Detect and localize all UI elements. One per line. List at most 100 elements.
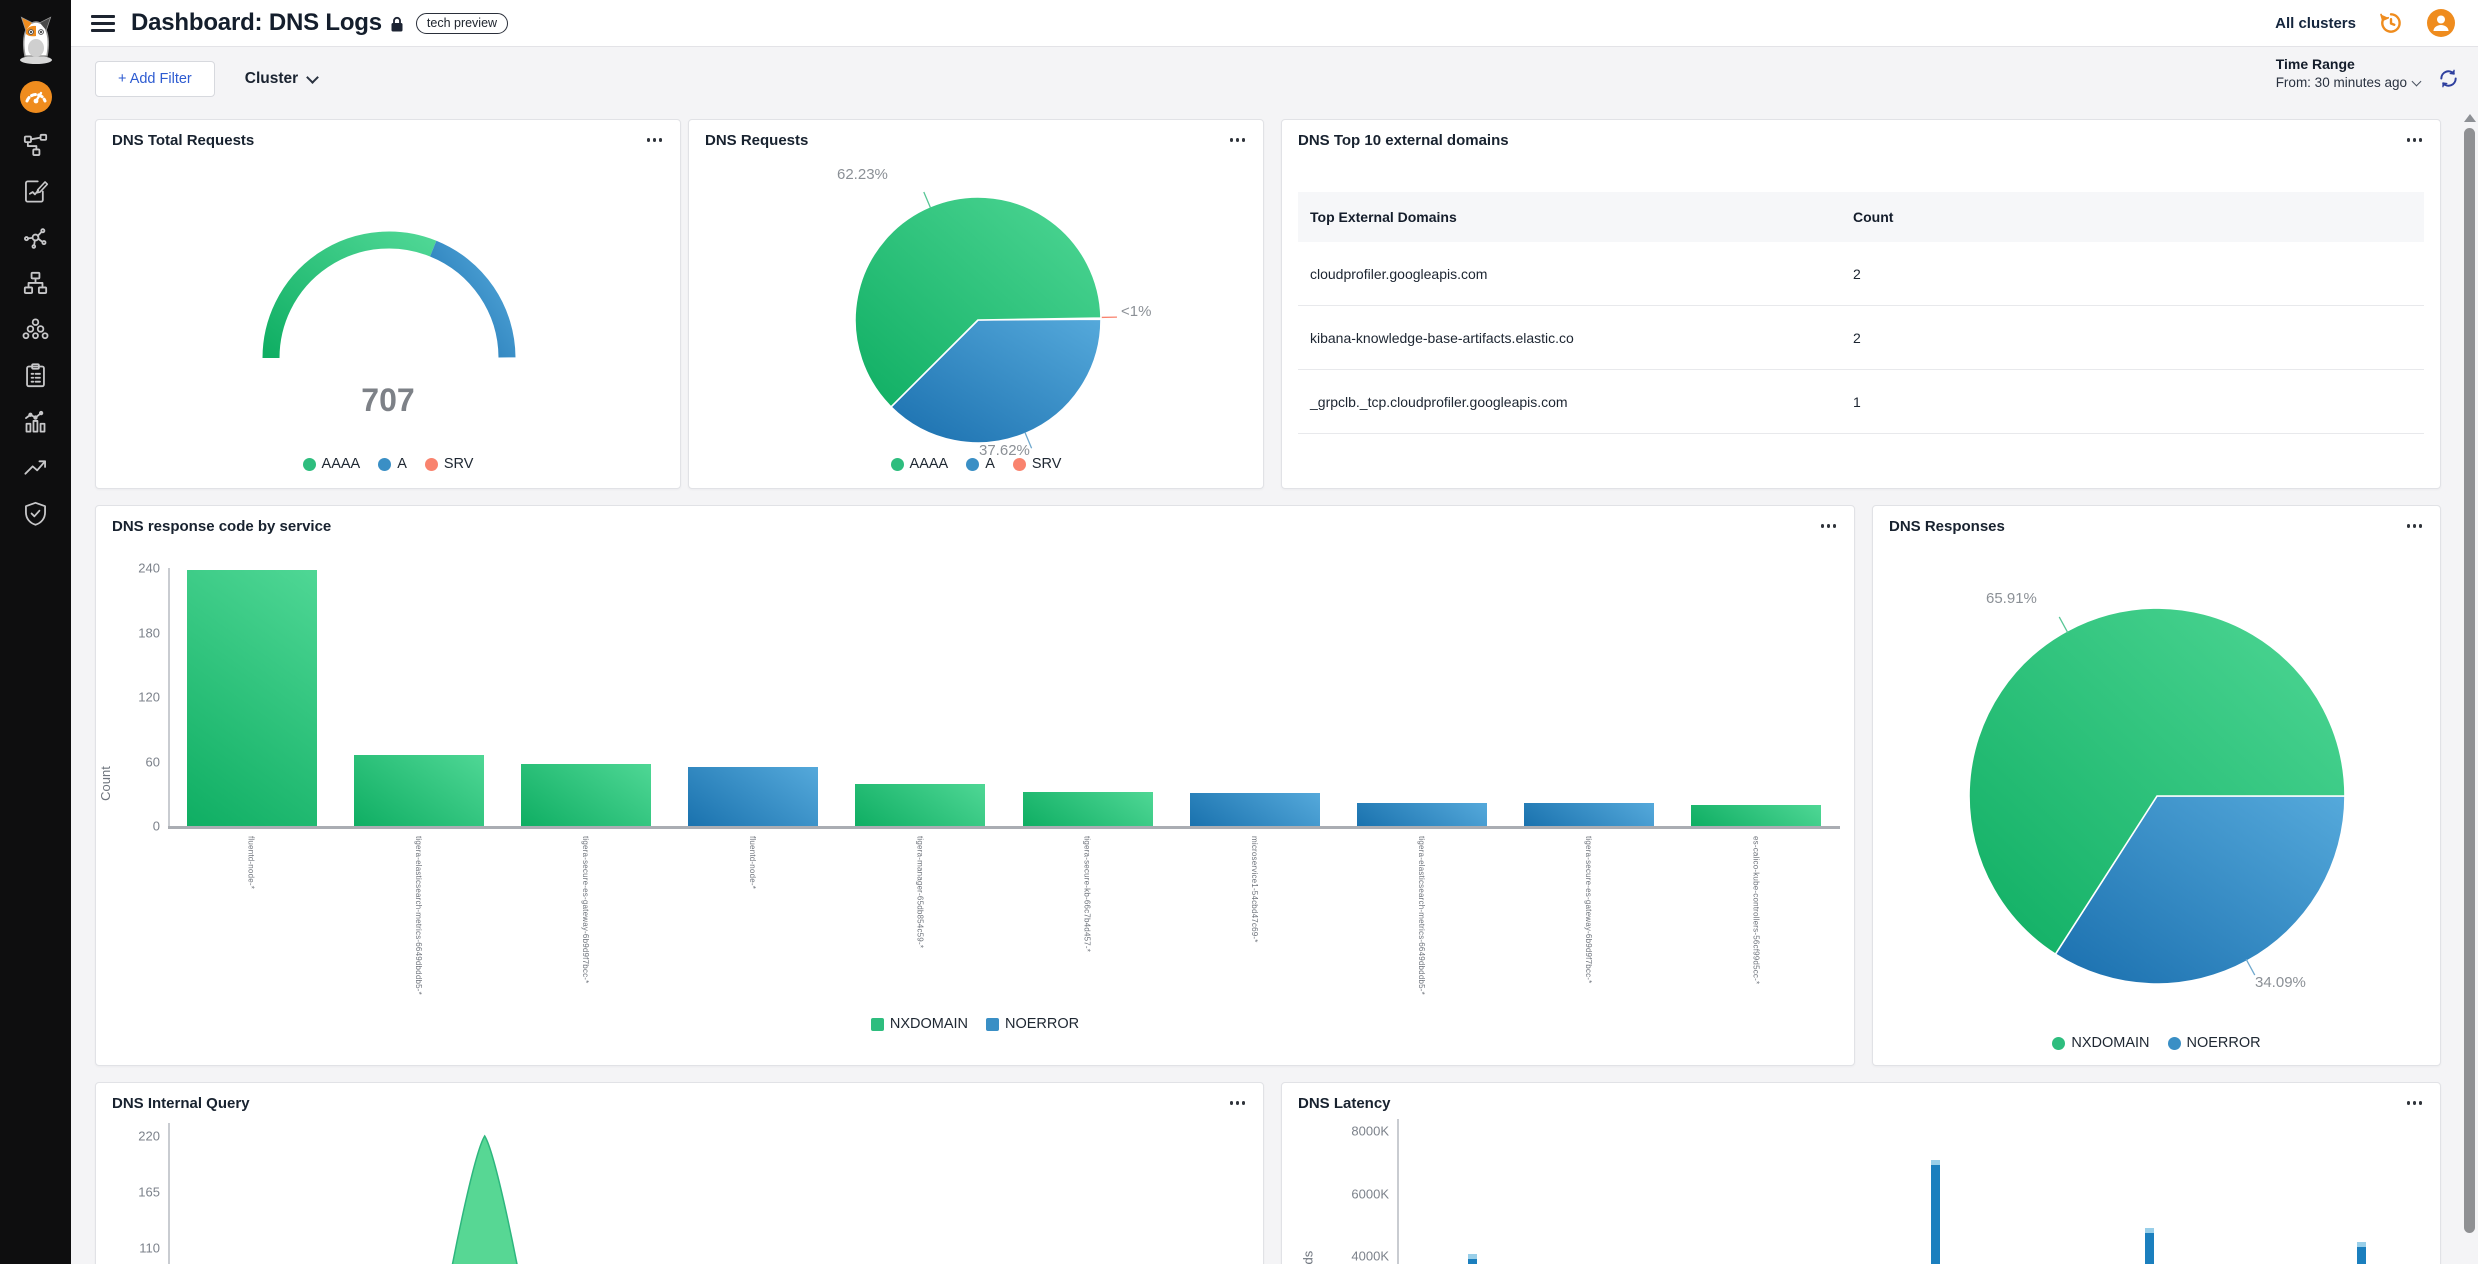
panel-menu-icon[interactable] xyxy=(1226,134,1250,146)
legend-item-srv[interactable]: SRV xyxy=(1012,456,1061,472)
sidebar-item-cluster-group[interactable] xyxy=(21,314,51,344)
y-axis-tick: 110 xyxy=(139,1240,160,1256)
y-axis-line xyxy=(168,568,170,826)
sidebar-item-trends[interactable] xyxy=(21,452,51,482)
panel-menu-icon[interactable] xyxy=(1817,520,1841,532)
bar-noerror[interactable] xyxy=(1357,803,1487,826)
legend-item-aaaa[interactable]: AAAA xyxy=(890,456,948,472)
chart-legend: AAAA A SRV xyxy=(689,456,1263,472)
legend-swatch xyxy=(986,1017,1000,1031)
time-range-label: Time Range xyxy=(2275,56,2355,72)
latency-bar[interactable] xyxy=(2144,1232,2154,1264)
bar-noerror[interactable] xyxy=(688,766,819,826)
column-header-count[interactable]: Count xyxy=(1853,209,1894,225)
sidebar-item-network-topology[interactable] xyxy=(21,130,51,160)
page-scrollbar[interactable] xyxy=(2461,110,2478,1264)
column-header-domains[interactable]: Top External Domains xyxy=(1310,209,1457,225)
latency-bar-chart: 02000K4000K6000K8000K xyxy=(1282,1083,2440,1264)
bar-nxdomain[interactable] xyxy=(1022,791,1153,826)
y-axis-tick: 0 xyxy=(152,818,160,834)
panel-title: DNS Top 10 external domains xyxy=(1298,132,1509,149)
latency-bar[interactable] xyxy=(1930,1165,1940,1264)
cell-domain: _grpclb._tcp.cloudprofiler.googleapis.co… xyxy=(1310,393,1568,410)
sidebar-item-dashboards[interactable] xyxy=(19,80,53,114)
all-clusters-selector[interactable]: All clusters xyxy=(2275,14,2356,32)
sidebar-item-security-shield[interactable] xyxy=(21,498,51,528)
legend-item-a[interactable]: A xyxy=(966,456,995,472)
table-row[interactable]: kibana-knowledge-base-artifacts.elastic.… xyxy=(1298,306,2424,370)
bar-nxdomain[interactable] xyxy=(1691,804,1822,826)
panel-title: DNS response code by service xyxy=(112,518,332,535)
time-range-value[interactable]: From: 30 minutes ago xyxy=(2276,75,2422,90)
panel-dns-total-requests: DNS Total Requests 707 AAAA A SRV xyxy=(95,119,681,489)
hamburger-menu-icon[interactable] xyxy=(91,14,115,32)
calico-logo-icon[interactable] xyxy=(12,10,60,66)
pie-chart[interactable] xyxy=(1873,506,2442,1036)
legend-swatch xyxy=(966,457,980,471)
panel-menu-icon[interactable] xyxy=(2403,1097,2427,1109)
x-axis-category-label: tigera-elasticsearch-metrics-6649dbddb5-… xyxy=(413,836,423,995)
y-axis-tick: 180 xyxy=(138,625,160,640)
legend-item-aaaa[interactable]: AAAA xyxy=(302,456,361,472)
sidebar-item-compliance-reports[interactable] xyxy=(21,360,51,390)
legend-swatch xyxy=(378,457,392,471)
y-axis-tick: 120 xyxy=(138,689,160,705)
pie-slice-label: 37.62% xyxy=(979,442,1030,459)
bar-nxdomain[interactable] xyxy=(855,784,986,826)
bar-nxdomain[interactable] xyxy=(521,763,651,826)
top-bar: Dashboard: DNS Logs tech preview All clu… xyxy=(71,0,2478,47)
area-spike[interactable] xyxy=(436,1134,533,1264)
refresh-button[interactable] xyxy=(2437,67,2460,95)
sidebar-item-service-graph[interactable] xyxy=(21,222,51,252)
pie-slice-label: 34.09% xyxy=(2255,974,2306,991)
legend-label: AAAA xyxy=(321,456,361,472)
legend-label: NXDOMAIN xyxy=(2071,1035,2150,1051)
table-header-row: Top External Domains Count xyxy=(1298,192,2424,242)
pie-slice-label: 65.91% xyxy=(1986,590,2037,607)
bar-noerror[interactable] xyxy=(1524,803,1655,826)
area-series[interactable] xyxy=(96,1083,1265,1264)
table-row[interactable]: cloudprofiler.googleapis.com 2 xyxy=(1298,242,2424,306)
sidebar-item-metrics[interactable] xyxy=(21,406,51,436)
legend-item-noerror[interactable]: NOERROR xyxy=(986,1016,1079,1032)
y-axis-line xyxy=(168,1123,170,1264)
legend-item-srv[interactable]: SRV xyxy=(424,456,473,472)
pie-chart[interactable] xyxy=(689,120,1265,460)
panel-menu-icon[interactable] xyxy=(2403,134,2427,146)
panel-menu-icon[interactable] xyxy=(2403,520,2427,532)
legend-item-a[interactable]: A xyxy=(378,456,407,472)
legend-swatch xyxy=(2052,1036,2066,1050)
scrollbar-up-arrow[interactable] xyxy=(2463,114,2476,122)
add-filter-button[interactable]: + Add Filter xyxy=(95,61,215,97)
pie-label-line xyxy=(1024,432,1033,449)
x-axis-category-label: tigera-secure-kb-66c7b4d457-* xyxy=(1082,836,1092,953)
scrollbar-thumb[interactable] xyxy=(2464,128,2475,1233)
tech-preview-badge: tech preview xyxy=(415,12,509,34)
bar-noerror[interactable] xyxy=(1189,792,1320,826)
bar-nxdomain[interactable] xyxy=(186,570,317,826)
latency-bar[interactable] xyxy=(2356,1246,2366,1264)
gauge-chart[interactable] xyxy=(96,180,682,460)
legend-item-noerror[interactable]: NOERROR xyxy=(2167,1035,2261,1051)
latency-bar[interactable] xyxy=(1467,1259,1477,1264)
panel-menu-icon[interactable] xyxy=(643,134,667,146)
legend-label: A xyxy=(397,456,407,472)
legend-item-nxdomain[interactable]: NXDOMAIN xyxy=(870,1016,968,1032)
bar-nxdomain[interactable] xyxy=(353,755,484,827)
gauge-arc-AAAA[interactable] xyxy=(262,231,437,359)
panel-menu-icon[interactable] xyxy=(1226,1097,1250,1109)
user-avatar-icon[interactable] xyxy=(2426,8,2456,38)
y-axis-tick: 220 xyxy=(138,1128,160,1144)
sidebar-item-policy-editor[interactable] xyxy=(21,176,51,206)
x-axis-category-label: es-calico-kube-controllers-56cf99d5cc-* xyxy=(1751,836,1761,985)
gauge-arc-A[interactable] xyxy=(429,240,516,358)
table-row[interactable]: _grpclb._tcp.cloudprofiler.googleapis.co… xyxy=(1298,370,2424,434)
legend-item-nxdomain[interactable]: NXDOMAIN xyxy=(2052,1035,2150,1051)
panel-title: DNS Responses xyxy=(1889,518,2005,535)
domains-table: Top External Domains Count cloudprofiler… xyxy=(1298,192,2424,434)
cluster-dropdown[interactable]: Cluster xyxy=(245,70,320,88)
chevron-down-icon xyxy=(306,70,320,84)
history-icon[interactable] xyxy=(2378,10,2404,36)
x-axis-category-label: fluentd-node-* xyxy=(246,836,256,890)
sidebar-item-network-tree[interactable] xyxy=(21,268,51,298)
